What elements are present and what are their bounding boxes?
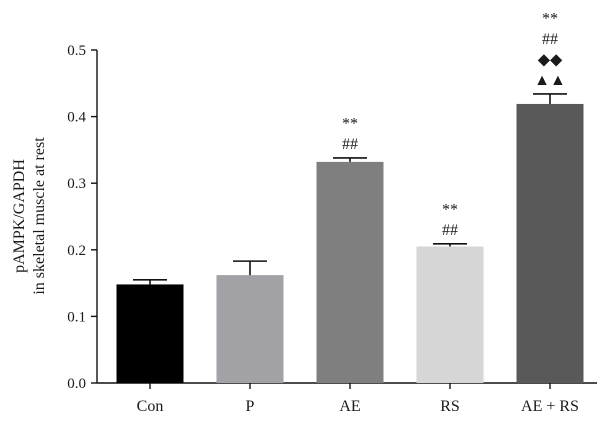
- x-tick-label: Con: [137, 398, 164, 415]
- error-bar: [233, 260, 267, 276]
- y-tick-label: 0.5: [67, 43, 86, 59]
- x-tick-label: P: [246, 398, 255, 415]
- significance-marker: ##: [542, 31, 558, 48]
- significance-marker: ##: [442, 222, 458, 239]
- bar: [216, 275, 284, 383]
- bars: [116, 103, 584, 384]
- error-bar: [133, 278, 167, 285]
- significance-marker: ▲▲: [534, 72, 566, 89]
- significance-marker: ##: [342, 136, 358, 153]
- y-axis-title-line-2: in skeletal muscle at rest: [31, 137, 48, 295]
- x-axis-labels: Con P AE RS AE + RS: [137, 383, 579, 415]
- significance-marker: **: [542, 10, 558, 27]
- error-bar: [533, 93, 567, 104]
- significance-marker: ◆◆: [538, 51, 563, 68]
- bar: [416, 246, 484, 383]
- bar: [516, 103, 584, 384]
- y-axis-ticks: 0.0 0.1 0.2 0.3 0.4 0.5: [67, 43, 97, 392]
- x-tick-label: AE + RS: [521, 398, 579, 415]
- y-tick-label: 0.3: [67, 176, 86, 192]
- significance-annotations: ** ## ** ## ** ## ◆◆ ▲▲: [342, 10, 566, 238]
- x-tick-label: RS: [440, 398, 460, 415]
- y-tick-label: 0.4: [67, 110, 86, 126]
- x-tick-label: AE: [339, 398, 360, 415]
- error-bars: [133, 93, 567, 285]
- significance-marker: **: [442, 201, 458, 218]
- error-bar: [333, 157, 367, 162]
- y-axis-title: pAMPK/GAPDH in skeletal muscle at rest: [11, 137, 48, 295]
- y-tick-label: 0.2: [67, 243, 86, 259]
- y-axis-title-line-1: pAMPK/GAPDH: [11, 159, 28, 273]
- error-bar: [433, 243, 467, 247]
- y-tick-label: 0.0: [67, 376, 86, 392]
- bar: [116, 284, 184, 383]
- bar: [316, 161, 384, 383]
- y-tick-label: 0.1: [67, 309, 86, 325]
- significance-marker: **: [342, 115, 358, 132]
